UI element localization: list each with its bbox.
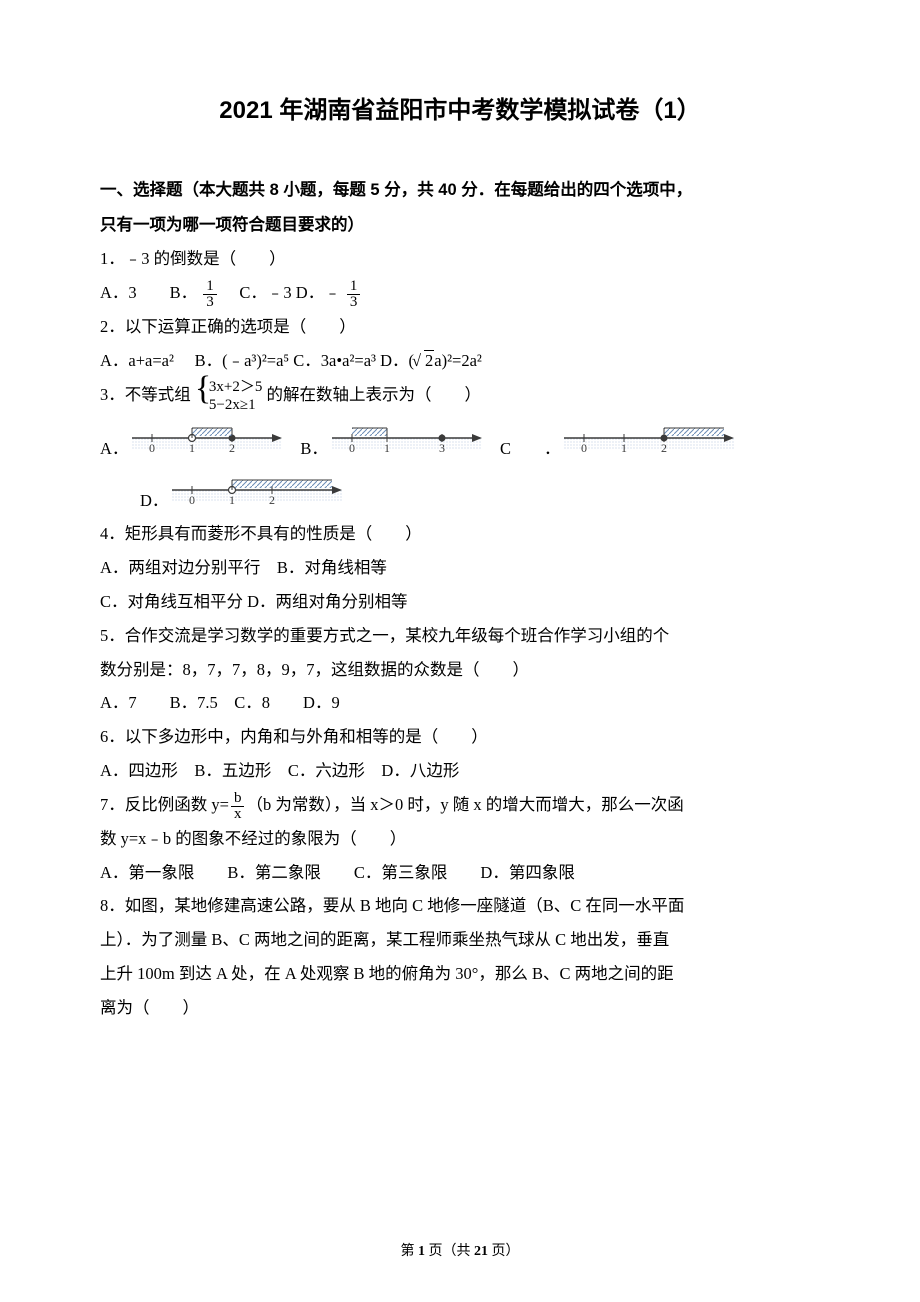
svg-text:1: 1 — [189, 441, 195, 454]
q7-opts: A．第一象限 B．第二象限 C．第三象限 D．第四象限 — [100, 856, 820, 890]
q3-stem: 3．不等式组 3x+2＞5 5−2x≥1 的解在数轴上表示为（ ） — [100, 378, 820, 414]
q1-frac-1-3-d: 1 3 — [347, 279, 361, 310]
section-1-line-1: 一、选择题（本大题共 8 小题，每题 5 分，共 40 分．在每题给出的四个选项… — [100, 181, 692, 199]
svg-text:3: 3 — [439, 441, 445, 454]
numline-c-icon: 0 1 2 — [564, 414, 734, 466]
q5-line-1: 5．合作交流是学习数学的重要方式之一，某校九年级每个班合作学习小组的个 — [100, 619, 820, 653]
q1-options: A．3 B． 1 3 C．﹣3 D．﹣ 1 3 — [100, 276, 820, 310]
q5-opts: A．7 B．7.5 C．8 D．9 — [100, 686, 820, 720]
q3-label-b: B． — [300, 432, 328, 466]
q3-opt-a: A． — [100, 414, 282, 466]
q4-stem: 4．矩形具有而菱形不具有的性质是（ ） — [100, 517, 820, 551]
page-title: 2021 年湖南省益阳市中考数学模拟试卷（1） — [100, 90, 820, 125]
q1-stem: 1．﹣3 的倒数是（ ） — [100, 242, 820, 276]
svg-text:2: 2 — [269, 493, 275, 506]
q7-line-1: 7．反比例函数 y= b x （b 为常数），当 x＞0 时，y 随 x 的增大… — [100, 788, 820, 822]
sqrt-2-icon: 2 — [414, 344, 434, 378]
q6-opts: A．四边形 B．五边形 C．六边形 D．八边形 — [100, 754, 820, 788]
q3-opt-b: B． 0 — [300, 414, 482, 466]
q3-opt-c: C ． 0 — [500, 414, 735, 466]
q8-l3: 上升 100m 到达 A 处，在 A 处观察 B 地的俯角为 30°，那么 B、… — [100, 957, 820, 991]
question-6: 6．以下多边形中，内角和与外角和相等的是（ ） A．四边形 B．五边形 C．六边… — [100, 720, 820, 788]
question-2: 2．以下运算正确的选项是（ ） A．a+a=a² B．(﹣a³)²=a⁵ C．3… — [100, 310, 820, 378]
q3-options-row-1: A． — [100, 414, 820, 466]
frac-num: b — [231, 791, 245, 807]
question-1: 1．﹣3 的倒数是（ ） A．3 B． 1 3 C．﹣3 D．﹣ 1 3 — [100, 242, 820, 310]
numline-b-icon: 0 1 3 — [332, 414, 482, 466]
q1-frac-1-3-b: 1 3 — [203, 279, 217, 310]
q7-pre: 7．反比例函数 y= — [100, 795, 229, 814]
q8-l1: 8．如图，某地修建高速公路，要从 B 地向 C 地修一座隧道（B、C 在同一水平… — [100, 889, 820, 923]
q3-system: 3x+2＞5 5−2x≥1 — [195, 378, 262, 414]
section-1-line-2: 只有一项为哪一项符合题目要求的） — [100, 216, 364, 234]
q3-options-row-2: D． 0 — [100, 466, 820, 518]
q4-opts-1: A．两组对边分别平行 B．对角线相等 — [100, 551, 820, 585]
svg-text:2: 2 — [229, 441, 235, 454]
q8-l4: 离为（ ） — [100, 991, 820, 1025]
q3-opt-d: D． 0 — [140, 466, 342, 518]
question-8: 8．如图，某地修建高速公路，要从 B 地向 C 地修一座隧道（B、C 在同一水平… — [100, 889, 820, 1024]
svg-text:0: 0 — [149, 441, 155, 454]
footer-pre: 第 — [401, 1244, 419, 1259]
svg-text:2: 2 — [661, 441, 667, 454]
footer-mid: 页（共 — [425, 1244, 474, 1259]
q7-mid: （b 为常数），当 x＞0 时，y 随 x 的增大而增大，那么一次函 — [246, 795, 683, 814]
svg-text:0: 0 — [349, 441, 355, 454]
frac-den: x — [231, 807, 245, 822]
numline-a-icon: 0 1 2 — [132, 414, 282, 466]
q1-opt-c-pre: C．﹣3 D．﹣ — [223, 283, 341, 302]
q7-frac-b-x: b x — [231, 791, 245, 822]
q7-line-2: 数 y=x﹣b 的图象不经过的象限为（ ） — [100, 822, 820, 856]
section-1-heading: 一、选择题（本大题共 8 小题，每题 5 分，共 40 分．在每题给出的四个选项… — [100, 173, 820, 242]
q3-label-d: D． — [140, 484, 168, 518]
q8-l2: 上）．为了测量 B、C 两地之间的距离，某工程师乘坐热气球从 C 地出发，垂直 — [100, 923, 820, 957]
page-footer: 第 1 页（共 21 页） — [0, 1240, 920, 1260]
footer-page-num: 1 — [418, 1244, 425, 1259]
svg-text:0: 0 — [189, 493, 195, 506]
frac-num: 1 — [347, 279, 361, 295]
q3-label-c: C ． — [500, 432, 561, 466]
q3-sys-top: 3x+2＞5 — [209, 378, 262, 396]
q3-label-a: A． — [100, 432, 128, 466]
q3-post: 的解在数轴上表示为（ ） — [266, 385, 481, 404]
q1-opt-a-b-pre: A．3 B． — [100, 283, 197, 302]
svg-text:0: 0 — [581, 441, 587, 454]
svg-text:1: 1 — [384, 441, 390, 454]
q6-stem: 6．以下多边形中，内角和与外角和相等的是（ ） — [100, 720, 820, 754]
q5-line-2: 数分别是：8，7，7，8，9，7，这组数据的众数是（ ） — [100, 653, 820, 687]
footer-total: 21 — [474, 1244, 488, 1259]
q2-opts-pre: A．a+a=a² B．(﹣a³)²=a⁵ C．3a•a²=a³ D．( — [100, 351, 414, 370]
numline-d-icon: 0 1 2 — [172, 466, 342, 518]
frac-den: 3 — [203, 295, 217, 310]
svg-text:1: 1 — [229, 493, 235, 506]
frac-num: 1 — [203, 279, 217, 295]
sqrt-radicand: 2 — [424, 350, 434, 370]
frac-den: 3 — [347, 295, 361, 310]
q3-sys-bot: 5−2x≥1 — [209, 396, 262, 414]
q3-pre: 3．不等式组 — [100, 385, 191, 404]
q2-opts-post: a)²=2a² — [434, 351, 482, 370]
svg-text:1: 1 — [621, 441, 627, 454]
question-3: 3．不等式组 3x+2＞5 5−2x≥1 的解在数轴上表示为（ ） A． — [100, 378, 820, 518]
question-7: 7．反比例函数 y= b x （b 为常数），当 x＞0 时，y 随 x 的增大… — [100, 788, 820, 889]
q4-opts-2: C．对角线互相平分 D．两组对角分别相等 — [100, 585, 820, 619]
q2-stem: 2．以下运算正确的选项是（ ） — [100, 310, 820, 344]
footer-post: 页） — [488, 1244, 520, 1259]
question-4: 4．矩形具有而菱形不具有的性质是（ ） A．两组对边分别平行 B．对角线相等 C… — [100, 517, 820, 618]
question-5: 5．合作交流是学习数学的重要方式之一，某校九年级每个班合作学习小组的个 数分别是… — [100, 619, 820, 720]
